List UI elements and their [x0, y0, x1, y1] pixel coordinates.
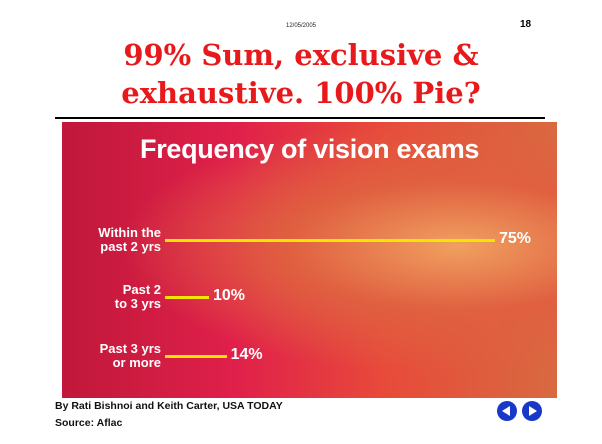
source: Source: Aflac — [55, 417, 123, 429]
value-label: 10% — [213, 287, 246, 304]
prev-button[interactable] — [497, 401, 517, 421]
credit: By Rati Bishnoi and Keith Carter, USA TO… — [55, 400, 283, 412]
category-label: Past 3 yrs or more — [99, 341, 161, 370]
category-label: Past 2 to 3 yrs — [114, 282, 161, 311]
value-label: 75% — [499, 230, 532, 247]
slide-title: exhaustive. 100% Pie? — [121, 76, 481, 110]
slide-date: 12/05/2005 — [285, 23, 317, 29]
bar — [165, 238, 495, 242]
chart: Frequency of vision exams Within the pas… — [62, 122, 557, 398]
value-label: 14% — [230, 346, 263, 363]
title-rule — [55, 117, 545, 119]
category-label: Within the past 2 yrs — [98, 225, 161, 254]
next-icon — [529, 406, 537, 416]
bar — [165, 354, 227, 358]
page-number: 18 — [520, 19, 532, 30]
chart-title: Frequency of vision exams — [140, 134, 480, 164]
bar — [165, 295, 209, 299]
next-button[interactable] — [522, 401, 542, 421]
prev-icon — [502, 406, 510, 416]
slide-title: 99% Sum, exclusive & — [123, 38, 479, 72]
